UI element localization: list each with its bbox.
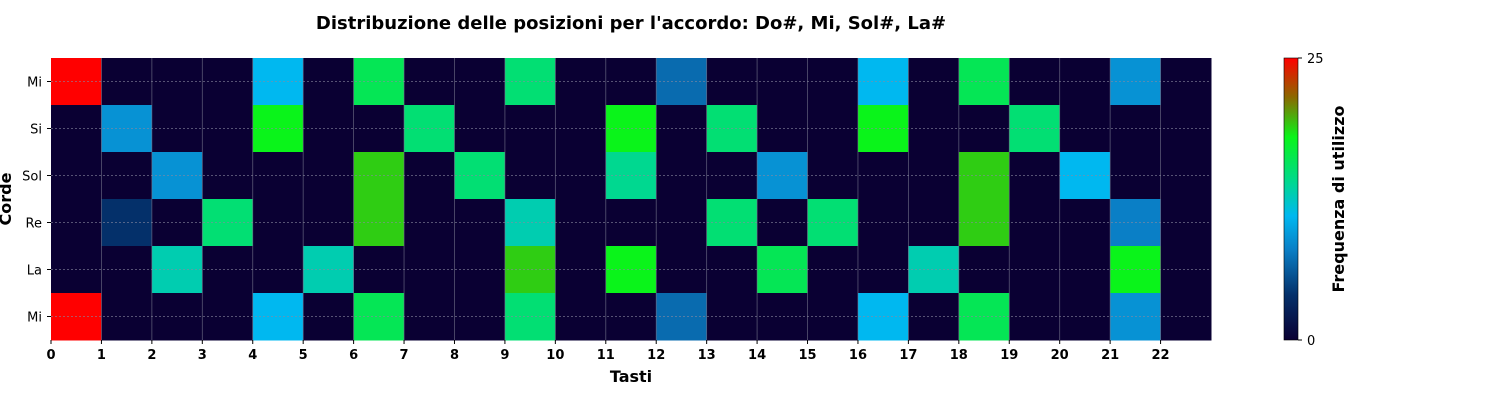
heatmap-cells	[51, 58, 1212, 341]
chart-title: Distribuzione delle posizioni per l'acco…	[316, 13, 946, 34]
x-tick-label: 13	[698, 348, 716, 363]
colorbar-gradient	[1283, 57, 1299, 341]
x-tick-label: 18	[950, 348, 968, 363]
x-tick-label: 11	[597, 348, 615, 363]
colorbar: 25 0 Frequenza di utilizzo	[1283, 52, 1348, 349]
x-tick-label: 21	[1101, 348, 1119, 363]
x-tick-label: 17	[899, 348, 917, 363]
y-tick-label: Mi	[27, 311, 42, 326]
colorbar-tick-max: 25	[1307, 52, 1324, 67]
x-axis-title: Tasti	[610, 367, 652, 386]
x-tick-label: 20	[1051, 348, 1069, 363]
y-axis-ticks: Mi Si Sol Re La Mi	[22, 76, 51, 326]
x-tick-label: 8	[450, 348, 459, 363]
y-tick-label: La	[27, 264, 42, 279]
colorbar-label: Frequenza di utilizzo	[1329, 105, 1348, 292]
y-axis-title: Corde	[0, 172, 15, 225]
y-tick-label: Sol	[22, 170, 42, 185]
x-axis-ticks: 0 1 2 3 4 5 6 7 8 9 10 11 12 13 14 15 16 17 18 19 20 21 22	[46, 340, 1170, 363]
x-tick-label: 9	[500, 348, 509, 363]
x-tick-label: 4	[248, 348, 257, 363]
x-tick-label: 2	[147, 348, 156, 363]
x-tick-label: 12	[647, 348, 665, 363]
y-tick-label: Re	[26, 217, 42, 232]
x-tick-label: 3	[198, 348, 207, 363]
x-tick-label: 6	[349, 348, 358, 363]
x-tick-label: 14	[748, 348, 766, 363]
x-tick-label: 22	[1152, 348, 1170, 363]
x-tick-label: 16	[849, 348, 867, 363]
x-tick-label: 10	[546, 348, 564, 363]
y-tick-label: Si	[30, 123, 42, 138]
y-tick-label: Mi	[27, 76, 42, 91]
colorbar-tick-min: 0	[1307, 334, 1315, 349]
x-tick-label: 15	[798, 348, 816, 363]
x-tick-label: 5	[299, 348, 308, 363]
gridlines	[51, 58, 1211, 340]
x-tick-label: 19	[1000, 348, 1018, 363]
x-tick-label: 0	[46, 348, 55, 363]
x-tick-label: 1	[97, 348, 106, 363]
x-tick-label: 7	[400, 348, 409, 363]
